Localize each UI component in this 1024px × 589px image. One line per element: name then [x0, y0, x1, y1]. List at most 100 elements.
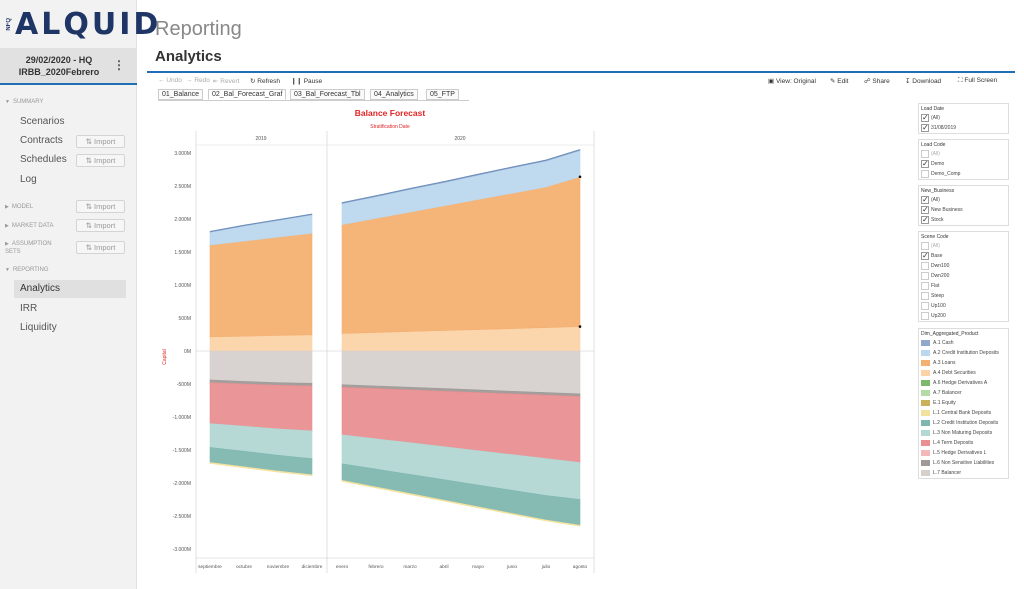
section-model[interactable]: ▶ MODEL	[5, 203, 33, 211]
checkbox-empty-icon[interactable]	[921, 262, 929, 270]
market-data-import-button[interactable]: ⇅ Import	[76, 219, 125, 232]
filter-option-label: New Business	[931, 207, 963, 213]
legend-swatch	[921, 430, 930, 436]
checkbox-empty-icon[interactable]	[921, 302, 929, 310]
filter-option[interactable]: Up200	[919, 311, 1008, 321]
full-screen-button[interactable]: ⛶ Full Screen	[958, 77, 997, 85]
filter-option[interactable]: (All)	[919, 241, 1008, 251]
revert-icon: ⇤	[213, 78, 219, 85]
filter-option[interactable]: ✓ (All)	[919, 195, 1008, 205]
checkbox-empty-icon[interactable]	[921, 312, 929, 320]
nav-scenarios[interactable]: Scenarios	[20, 116, 65, 127]
view-original-button[interactable]: ▣ View: Original	[768, 77, 816, 85]
legend-item[interactable]: L.4 Term Deposits	[919, 438, 1008, 448]
legend-item[interactable]: L.3 Non Maturing Deposits	[919, 428, 1008, 438]
nav-liquidity[interactable]: Liquidity	[20, 322, 57, 333]
checkbox-checked-icon[interactable]: ✓	[921, 113, 929, 122]
legend-label: L.5 Hedge Derivatives L	[933, 450, 987, 456]
nav-contracts[interactable]: Contracts	[20, 135, 63, 146]
legend-item[interactable]: A.2 Credit Institution Deposits	[919, 348, 1008, 358]
refresh-button[interactable]: ↻ Refresh	[250, 77, 280, 85]
share-button[interactable]: ☍ Share	[864, 77, 890, 85]
checkbox-checked-icon[interactable]: ✓	[921, 123, 929, 132]
legend-swatch	[921, 460, 930, 466]
filter-load-date: Load Date ✓ (All) ✓ 31/08/2019	[918, 103, 1009, 134]
checkbox-checked-icon[interactable]: ✓	[921, 159, 929, 168]
filter-option[interactable]: ✓ New Business	[919, 205, 1008, 215]
legend-item[interactable]: A.6 Hedge Derivatives A	[919, 378, 1008, 388]
checkbox-empty-icon[interactable]	[921, 242, 929, 250]
legend-item[interactable]: A.4 Debt Securities	[919, 368, 1008, 378]
y-tick-label: 2.500M	[174, 184, 191, 190]
section-reporting-label: REPORTING	[12, 267, 49, 273]
filter-option[interactable]: Dwn200	[919, 271, 1008, 281]
logo[interactable]: NFQ ALQUID	[6, 4, 158, 44]
legend-item[interactable]: A.7 Balancer	[919, 388, 1008, 398]
checkbox-empty-icon[interactable]	[921, 170, 929, 178]
legend-item[interactable]: L.5 Hedge Derivatives L	[919, 448, 1008, 458]
legend-item[interactable]: L.7 Balancer	[919, 468, 1008, 478]
filter-option[interactable]: Up100	[919, 301, 1008, 311]
section-summary[interactable]: ▼ SUMMARY	[5, 98, 44, 106]
vertical-dots-icon[interactable]: ⋮	[113, 58, 125, 72]
filter-option[interactable]: ✓ Base	[919, 251, 1008, 261]
contracts-import-button[interactable]: ⇅ Import	[76, 135, 125, 148]
schedules-import-button[interactable]: ⇅ Import	[76, 154, 125, 167]
legend-item[interactable]: A.1 Cash	[919, 338, 1008, 348]
x-tick-label: agosto	[573, 564, 588, 570]
balance-forecast-chart[interactable]: Balance Forecast Stratification Date 201…	[158, 103, 912, 578]
legend-swatch	[921, 350, 930, 356]
download-button[interactable]: ↧ Download	[905, 77, 941, 85]
nav-analytics[interactable]: Analytics	[14, 280, 126, 298]
section-assumption-sets[interactable]: ▶ ASSUMPTION SETS	[5, 240, 60, 256]
legend-item[interactable]: L.2 Credit Institution Deposits	[919, 418, 1008, 428]
tab-04-analytics[interactable]: 04_Analytics	[370, 89, 418, 100]
redo-label: Redo	[194, 77, 210, 84]
section-market-data[interactable]: ▶ MARKET DATA	[5, 222, 54, 230]
tab-05-ftp[interactable]: 05_FTP	[426, 89, 459, 100]
filter-option[interactable]: Demo_Comp	[919, 169, 1008, 179]
filter-option[interactable]: Dwn100	[919, 261, 1008, 271]
legend-item[interactable]: L.6 Non Sensitive Liabilities	[919, 458, 1008, 468]
x-tick-label: febrero	[368, 564, 384, 570]
checkbox-empty-icon[interactable]	[921, 150, 929, 158]
section-reporting[interactable]: ▼ REPORTING	[5, 266, 49, 274]
edit-button[interactable]: ✎ Edit	[830, 77, 848, 85]
redo-button[interactable]: → Redo	[186, 77, 210, 84]
pause-button[interactable]: ❙❙ Pause	[291, 77, 322, 85]
nav-irr[interactable]: IRR	[20, 303, 38, 314]
revert-button[interactable]: ⇤ Revert	[213, 77, 239, 85]
checkbox-empty-icon[interactable]	[921, 282, 929, 290]
context-date: 29/02/2020 - HQ	[25, 55, 93, 65]
y-tick-label: -1.500M	[173, 448, 191, 454]
checkbox-checked-icon[interactable]: ✓	[921, 215, 929, 224]
filter-option[interactable]: ✓ 31/08/2019	[919, 123, 1008, 133]
context-selector[interactable]: 29/02/2020 - HQ IRBB_2020Febrero ⋮	[0, 48, 137, 85]
nav-schedules[interactable]: Schedules	[20, 154, 67, 165]
assumption-sets-import-button[interactable]: ⇅ Import	[76, 241, 125, 254]
legend-item[interactable]: A.3 Loans	[919, 358, 1008, 368]
checkbox-checked-icon[interactable]: ✓	[921, 251, 929, 260]
checkbox-empty-icon[interactable]	[921, 272, 929, 280]
checkbox-checked-icon[interactable]: ✓	[921, 195, 929, 204]
filter-option-label: Up200	[931, 313, 946, 319]
filter-option[interactable]: (All)	[919, 149, 1008, 159]
tab-03-bal-forecast-tbl[interactable]: 03_Bal_Forecast_Tbl	[290, 89, 365, 100]
model-import-button[interactable]: ⇅ Import	[76, 200, 125, 213]
undo-button[interactable]: ← Undo	[158, 77, 182, 84]
filter-option[interactable]: ✓ Demo	[919, 159, 1008, 169]
filter-option[interactable]: Steep	[919, 291, 1008, 301]
legend-item[interactable]: L.1 Central Bank Deposits	[919, 408, 1008, 418]
checkbox-empty-icon[interactable]	[921, 292, 929, 300]
legend-label: L.1 Central Bank Deposits	[933, 410, 992, 416]
filter-option[interactable]: ✓ (All)	[919, 113, 1008, 123]
tab-01-balance[interactable]: 01_Balance	[158, 89, 203, 100]
filter-option[interactable]: ✓ Stock	[919, 215, 1008, 225]
tab-02-bal-forecast-graf[interactable]: 02_Bal_Forecast_Graf	[208, 89, 287, 100]
refresh-icon: ↻	[250, 78, 256, 85]
nav-log[interactable]: Log	[20, 174, 37, 185]
area-a-4-debt-securities-2019	[209, 334, 313, 352]
legend-item[interactable]: E.1 Equity	[919, 398, 1008, 408]
filter-option[interactable]: Flat	[919, 281, 1008, 291]
checkbox-checked-icon[interactable]: ✓	[921, 205, 929, 214]
